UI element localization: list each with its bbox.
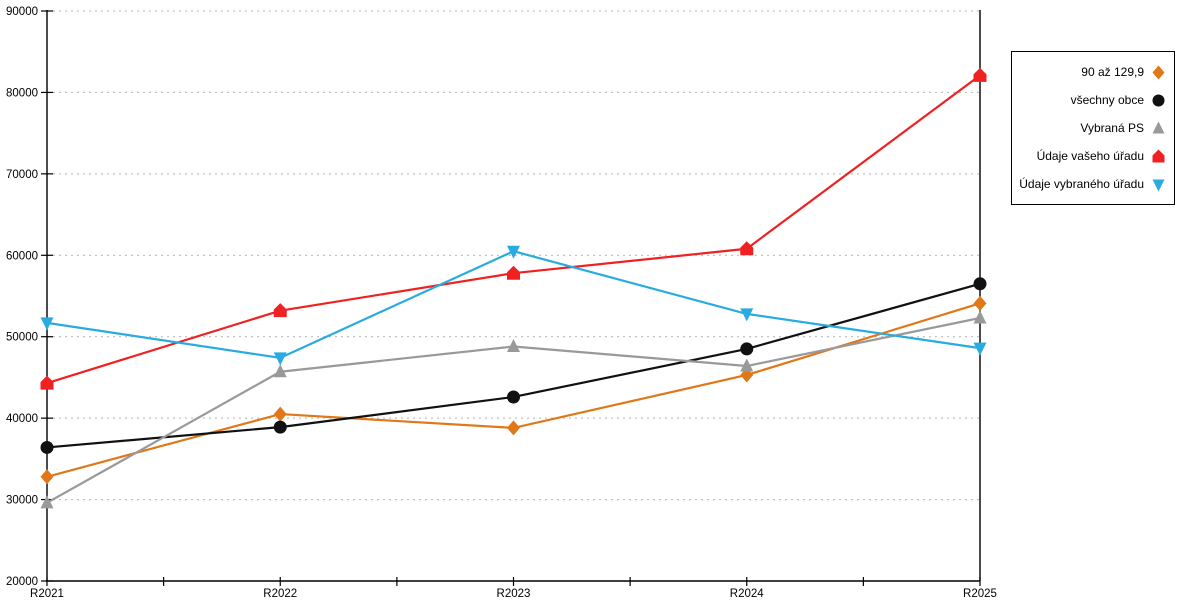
data-point-circle — [507, 390, 520, 404]
data-point-diamond — [507, 420, 520, 436]
x-tick-label: R2024 — [730, 588, 764, 600]
data-point-triangle-up — [740, 358, 754, 372]
legend-item-label: všechny obce — [1070, 93, 1144, 107]
data-point-triangle-down — [507, 245, 520, 259]
x-tick-label: R2025 — [963, 588, 997, 600]
x-tick-label: R2023 — [497, 588, 531, 600]
diamond-marker-icon — [1152, 65, 1165, 79]
legend: 90 až 129,9 všechny obce Vybraná PS Údaje v… — [1011, 51, 1175, 205]
data-point-pentagon — [507, 265, 520, 280]
data-point-triangle-down — [973, 342, 987, 356]
data-point-pentagon — [973, 67, 987, 82]
data-point-pentagon — [40, 375, 54, 390]
data-point-diamond — [40, 469, 54, 485]
data-point-triangle-down — [740, 308, 754, 322]
y-tick-label: 90000 — [6, 6, 38, 18]
data-point-circle — [273, 420, 287, 434]
data-point-triangle-up — [507, 338, 520, 352]
data-point-diamond — [973, 295, 987, 311]
data-point-triangle-up — [40, 495, 54, 509]
data-point-triangle-down — [40, 317, 54, 331]
legend-item-3[interactable]: Údaje vašeho úřadu — [1018, 142, 1166, 170]
legend-item-0[interactable]: 90 až 129,9 — [1018, 58, 1166, 86]
y-tick-label: 80000 — [6, 87, 38, 99]
y-tick-label: 50000 — [6, 332, 38, 344]
legend-item-1[interactable]: všechny obce — [1018, 86, 1166, 114]
legend-item-label: 90 až 129,9 — [1081, 65, 1144, 79]
legend-item-label: Vybraná PS — [1080, 121, 1144, 135]
data-point-triangle-up — [973, 310, 987, 324]
triangle-up-marker-icon — [1152, 121, 1165, 133]
x-tick-label: R2021 — [30, 588, 64, 600]
y-tick-label: 60000 — [6, 250, 38, 262]
y-tick-label: 20000 — [6, 576, 38, 588]
y-tick-label: 40000 — [6, 413, 38, 425]
y-tick-label: 30000 — [6, 495, 38, 507]
data-point-triangle-up — [273, 364, 287, 378]
series-line-diamond — [46, 302, 981, 478]
data-point-triangle-down — [273, 352, 287, 366]
legend-item-4[interactable]: Údaje vybraného úřadu — [1018, 170, 1166, 198]
data-point-pentagon — [740, 241, 754, 256]
data-point-circle — [740, 342, 754, 356]
triangle-down-marker-icon — [1152, 179, 1165, 191]
data-point-circle — [40, 440, 54, 454]
pentagon-marker-icon — [1152, 149, 1165, 162]
legend-item-2[interactable]: Vybraná PS — [1018, 114, 1166, 142]
x-tick-label: R2022 — [263, 588, 297, 600]
data-point-circle — [973, 277, 987, 291]
circle-marker-icon — [1152, 94, 1165, 106]
legend-item-label: Údaje vybraného úřadu — [1019, 177, 1144, 191]
data-point-pentagon — [273, 303, 287, 318]
data-point-diamond — [273, 406, 287, 422]
y-tick-label: 70000 — [6, 169, 38, 181]
legend-item-label: Údaje vašeho úřadu — [1036, 149, 1144, 163]
